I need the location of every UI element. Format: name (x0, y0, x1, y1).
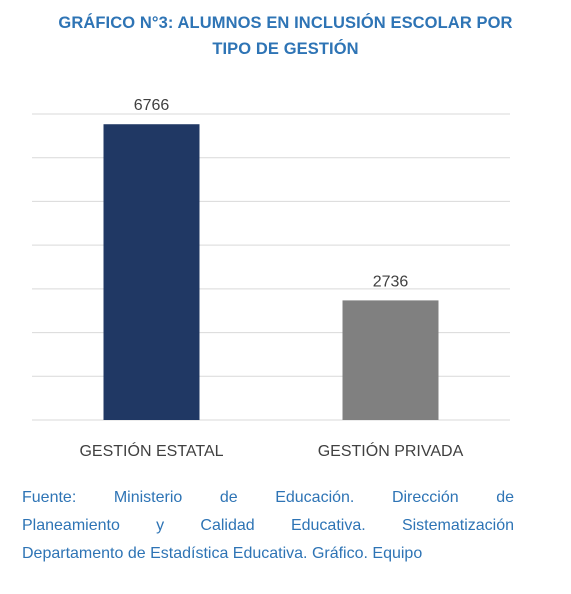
chart-category-labels: GESTIÓN ESTATAL GESTIÓN PRIVADA (79, 441, 463, 460)
bar-1 (103, 124, 200, 421)
data-label-2: 2736 (373, 273, 409, 290)
category-label-1: GESTIÓN ESTATAL (79, 441, 223, 460)
chart-data-labels: 6766 2736 (134, 97, 409, 290)
chart-title-line-2: TIPO DE GESTIÓN (212, 40, 359, 58)
source-line-3: Departamento de Estadística Educativa. G… (22, 545, 423, 562)
data-label-1: 6766 (134, 97, 170, 114)
chart-title-line-1: GRÁFICO N°3: ALUMNOS EN INCLUSIÓN ESCOLA… (58, 14, 513, 32)
source-note: Fuente: Ministerio de Educación. Direcci… (22, 484, 514, 568)
category-label-2: GESTIÓN PRIVADA (318, 441, 464, 460)
bar-2 (342, 300, 439, 420)
chart-title: GRÁFICO N°3: ALUMNOS EN INCLUSIÓN ESCOLA… (0, 10, 571, 62)
source-line-1: Fuente: Ministerio de Educación. Direcci… (22, 489, 514, 506)
source-line-2: Planeamiento y Calidad Educativa. Sistem… (22, 517, 514, 534)
chart-bars (103, 124, 439, 421)
